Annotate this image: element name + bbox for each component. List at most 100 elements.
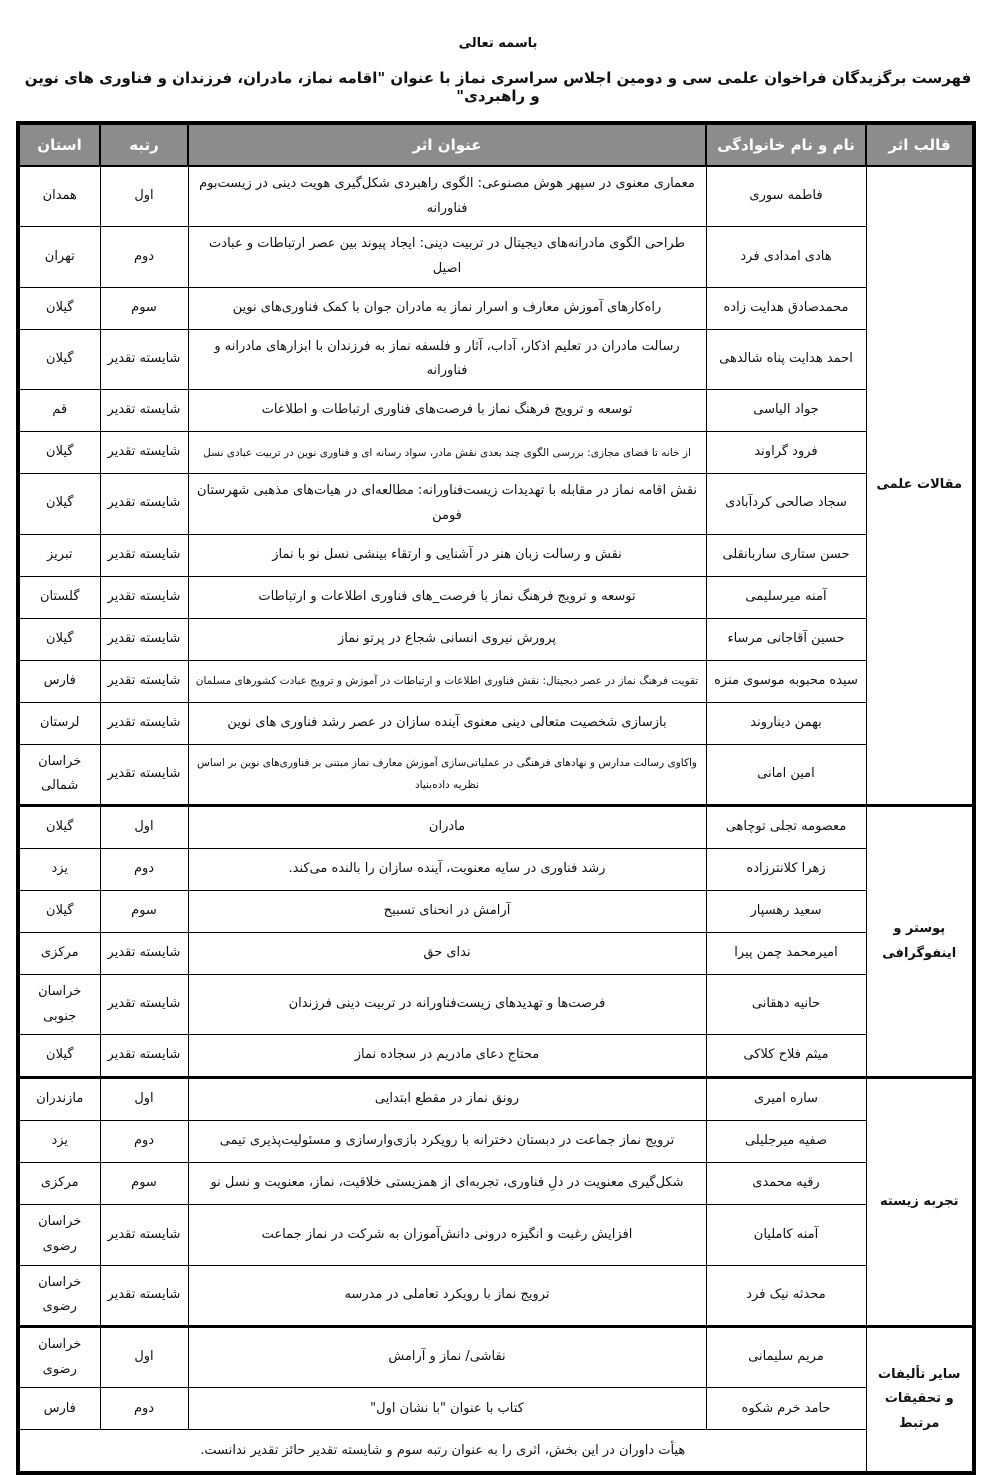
title-cell: ندای حق	[187, 931, 707, 975]
name-cell: جواد الیاسی	[705, 389, 867, 433]
province-cell: فارس	[17, 1387, 101, 1431]
province-cell: گیلان	[17, 286, 101, 330]
rank-cell: شایسته تقدیر	[99, 1034, 189, 1079]
format-cell: پوستر و اینفوگرافی	[865, 803, 975, 1079]
title-cell: رشد فناوری در سایه معنویت، آینده سازان ر…	[187, 847, 707, 891]
province-cell: تهران	[17, 226, 101, 288]
province-cell: فارس	[17, 659, 101, 703]
rank-cell: شایسته تقدیر	[99, 328, 189, 391]
format-cell: مقالات علمی	[865, 165, 975, 806]
rank-cell: شایسته تقدیر	[99, 1264, 189, 1328]
table-row: حسین آقاجانی مرساء پرورش نیروی انسانی شجا…	[17, 617, 974, 661]
table-row: سیده محبوبه موسوی منزه تقویت فرهنگ نماز د…	[17, 659, 974, 703]
title-cell: محتاج دعای مادریم در سجاده نماز	[187, 1034, 707, 1079]
rank-cell: اول	[99, 803, 189, 849]
table-row: امین امانی واکاوی رسالت مدارس و نهادهای ف…	[17, 743, 974, 806]
title-cell: توسعه و ترویج فرهنگ نماز با فرصت‌های فنا…	[187, 389, 707, 433]
table-row: بهمن دیناروند بازسازی شخصیت متعالی دینی م…	[17, 701, 974, 745]
footnote-cell: هیأت داوران در این بخش، اثری را به عنوان…	[17, 1429, 867, 1474]
format-cell: سایر تألیفات و تحقیقات مرتبط	[865, 1325, 975, 1474]
title-cell: از خانه تا فضای مجازی: بررسی الگوی چند ب…	[187, 431, 707, 475]
province-cell: تبریز	[17, 533, 101, 577]
table-row: سایر تألیفات و تحقیقات مرتبط مریم سلیمانی…	[17, 1324, 975, 1474]
table-row: حانیه دهقانی فرصت‌ها و تهدیدهای زیست‌فناو…	[17, 973, 974, 1036]
rank-cell: شایسته تقدیر	[99, 533, 189, 577]
rank-cell: شایسته تقدیر	[99, 659, 189, 703]
table-row: سجاد صالحی کردآبادی نقش اقامه نماز در مقا…	[17, 473, 974, 535]
table-row: رقیه محمدی شکل‌گیری معنویت در دلِ فناوری،…	[17, 1162, 974, 1206]
name-cell: حامد خرم شکوه	[705, 1387, 867, 1431]
title-cell: پرورش نیروی انسانی شجاع در پرتو نماز	[187, 617, 707, 661]
province-cell: گیلان	[17, 431, 101, 475]
title-cell: رونق نماز در مقطع ابتدایی	[187, 1076, 707, 1122]
rank-cell: دوم	[99, 1120, 189, 1164]
rank-cell: شایسته تقدیر	[99, 1204, 189, 1266]
province-cell: خراسان رضوی	[17, 1264, 101, 1328]
province-cell: گیلان	[17, 1034, 101, 1079]
name-cell: مریم سلیمانی	[705, 1324, 867, 1389]
province-cell: یزد	[17, 1120, 101, 1164]
table-row: احمد هدایت پناه شالدهی رسالت مادران در تع…	[17, 328, 974, 391]
rank-cell: سوم	[99, 889, 189, 933]
table-row: حسن ستاری ساربانقلی نقش و رسالت زبان هنر …	[17, 533, 974, 577]
title-cell: معماری معنوی در سپهر هوش مصنوعی: الگوی ر…	[187, 165, 707, 228]
name-cell: آمنه میرسلیمی	[705, 575, 867, 619]
province-cell: خراسان رضوی	[17, 1324, 101, 1389]
table-row: پوستر و اینفوگرافی معصومه تجلی توچاهی مادر…	[17, 803, 975, 1079]
rank-cell: اول	[99, 1076, 189, 1122]
header-row: قالب اثر نام و نام خانوادگی عنوان اثر رت…	[17, 122, 975, 167]
province-cell: گیلان	[17, 803, 101, 849]
title-cell: تقویت فرهنگ نماز در عصر دیجیتال: نقش فنا…	[187, 659, 707, 703]
name-cell: رقیه محمدی	[705, 1162, 867, 1206]
name-cell: سیده محبوبه موسوی منزه	[705, 659, 867, 703]
province-cell: قم	[17, 389, 101, 433]
title-cell: نقش و رسالت زبان هنر در آشنایی و ارتقاء …	[187, 533, 707, 577]
rank-cell: سوم	[99, 1162, 189, 1206]
province-cell: گیلان	[17, 473, 101, 535]
name-cell: فرود گراوند	[705, 431, 867, 475]
table-row: حامد خرم شکوه کتاب با عنوان "با نشان اول"…	[17, 1387, 974, 1431]
rank-cell: دوم	[99, 226, 189, 288]
rank-cell: شایسته تقدیر	[99, 973, 189, 1036]
title-cell: توسعه و ترویج فرهنگ نماز با فرصت_های فنا…	[187, 575, 707, 619]
table-row: صفیه میرجلیلی ترویج نماز جماعت در دبستان …	[17, 1120, 974, 1164]
name-cell: حسین آقاجانی مرساء	[705, 617, 867, 661]
header-province: استان	[17, 122, 101, 167]
name-cell: امین امانی	[705, 743, 867, 806]
table-row: تجربه زیسته ساره امیری رونق نماز در مقطع ا…	[17, 1076, 975, 1327]
title-cell: شکل‌گیری معنویت در دلِ فناوری، تجربه‌ای …	[187, 1162, 707, 1206]
rank-cell: شایسته تقدیر	[99, 617, 189, 661]
table-row: هادی امدادی فرد طراحی الگوی مادرانه‌های د…	[17, 226, 974, 288]
province-cell: یزد	[17, 847, 101, 891]
name-cell: صفیه میرجلیلی	[705, 1120, 867, 1164]
table-row: جواد الیاسی توسعه و ترویج فرهنگ نماز با ف…	[17, 389, 974, 433]
title-cell: مادران	[187, 803, 707, 849]
rank-cell: سوم	[99, 286, 189, 330]
name-cell: بهمن دیناروند	[705, 701, 867, 745]
name-cell: امیرمحمد چمن پیرا	[705, 931, 867, 975]
rank-cell: شایسته تقدیر	[99, 431, 189, 475]
name-cell: احمد هدایت پناه شالدهی	[705, 328, 867, 391]
table-row: آمنه میرسلیمی توسعه و ترویج فرهنگ نماز با…	[17, 575, 974, 619]
table-row: آمنه کاملیان افزایش رغبت و انگیزه درونی د…	[17, 1204, 974, 1266]
title-cell: نقش اقامه نماز در مقابله با تهدیدات زیست…	[187, 473, 707, 535]
format-cell: تجربه زیسته	[865, 1076, 975, 1327]
province-cell: خراسان شمالی	[17, 743, 101, 806]
title-cell: ترویج نماز با رویکرد تعاملی در مدرسه	[187, 1264, 707, 1328]
document-title: فهرست برگزیدگان فراخوان علمی سی و دومین …	[24, 69, 972, 105]
rank-cell: اول	[99, 1324, 189, 1389]
rank-cell: شایسته تقدیر	[99, 575, 189, 619]
province-cell: لرستان	[17, 701, 101, 745]
province-cell: مرکزی	[17, 931, 101, 975]
rank-cell: شایسته تقدیر	[99, 389, 189, 433]
table-row: مقالات علمی فاطمه سوری معماری معنوی در سپه…	[17, 165, 975, 806]
title-cell: نقاشی/ نماز و آرامش	[187, 1324, 707, 1389]
name-cell: هادی امدادی فرد	[705, 226, 867, 288]
title-cell: آرامش در انحنای تسبیح	[187, 889, 707, 933]
name-cell: ساره امیری	[705, 1076, 867, 1122]
name-cell: حانیه دهقانی	[705, 973, 867, 1036]
table-row: میثم فلاح کلاکی محتاج دعای مادریم در سجاد…	[17, 1034, 974, 1079]
rank-cell: شایسته تقدیر	[99, 473, 189, 535]
header-name: نام و نام خانوادگی	[705, 122, 867, 167]
table-row: فرود گراوند از خانه تا فضای مجازی: بررسی …	[17, 431, 974, 475]
